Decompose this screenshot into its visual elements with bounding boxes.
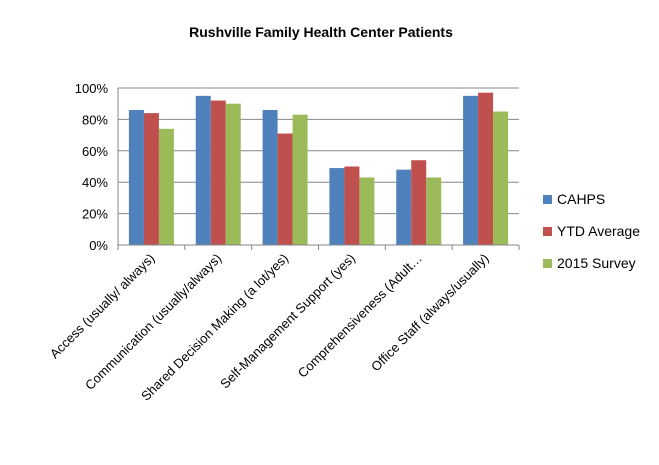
bar-cahps xyxy=(128,109,144,245)
x-category-label: Access (usually/ always) xyxy=(47,251,158,362)
y-tick-label: 20% xyxy=(82,207,108,222)
axes xyxy=(117,88,520,250)
bar-cahps xyxy=(329,168,345,245)
bar-cahps xyxy=(463,95,479,245)
bar-cahps xyxy=(195,95,211,245)
legend-swatch xyxy=(543,195,552,204)
bar-cahps xyxy=(396,169,412,245)
bar-2015-survey xyxy=(426,177,442,245)
bar-2015-survey xyxy=(493,111,509,245)
bars xyxy=(128,92,509,246)
y-tick-label: 60% xyxy=(82,144,108,159)
legend: CAHPS YTD Average 2015 Survey xyxy=(543,191,640,271)
y-tick-label: 0% xyxy=(89,238,108,253)
x-category-label: Self-Management Support (yes) xyxy=(217,251,358,392)
bar-ytd-average xyxy=(210,100,226,245)
bar-ytd-average xyxy=(277,133,293,245)
legend-label: YTD Average xyxy=(557,223,640,239)
bar-cahps xyxy=(262,109,278,245)
x-category-label: Comprehensiveness (Adult… xyxy=(295,251,425,381)
bar-2015-survey xyxy=(158,128,174,245)
y-axis-ticks: 0% 20% 40% 60% 80% 100% xyxy=(75,81,109,253)
y-tick-label: 100% xyxy=(75,81,109,96)
x-axis-labels: Access (usually/ always)Communication (u… xyxy=(47,251,492,404)
bar-2015-survey xyxy=(359,177,375,245)
x-category-label: Communication (usually/always) xyxy=(82,251,224,393)
legend-label: CAHPS xyxy=(557,191,605,207)
y-tick-label: 40% xyxy=(82,175,108,190)
chart-title: Rushville Family Health Center Patients xyxy=(189,24,453,40)
legend-swatch xyxy=(543,259,552,268)
bar-ytd-average xyxy=(411,160,427,245)
legend-swatch xyxy=(543,227,552,236)
y-tick-label: 80% xyxy=(82,112,108,127)
gridlines xyxy=(118,87,519,215)
bar-2015-survey xyxy=(292,114,308,245)
bar-ytd-average xyxy=(478,92,494,246)
bar-ytd-average xyxy=(344,166,360,245)
x-category-label: Office Staff (always/usually) xyxy=(368,251,492,375)
bar-ytd-average xyxy=(143,113,159,246)
bar-2015-survey xyxy=(225,103,241,245)
x-category-label: Shared Decision Making (a lot/yes) xyxy=(138,251,291,404)
legend-label: 2015 Survey xyxy=(557,255,636,271)
